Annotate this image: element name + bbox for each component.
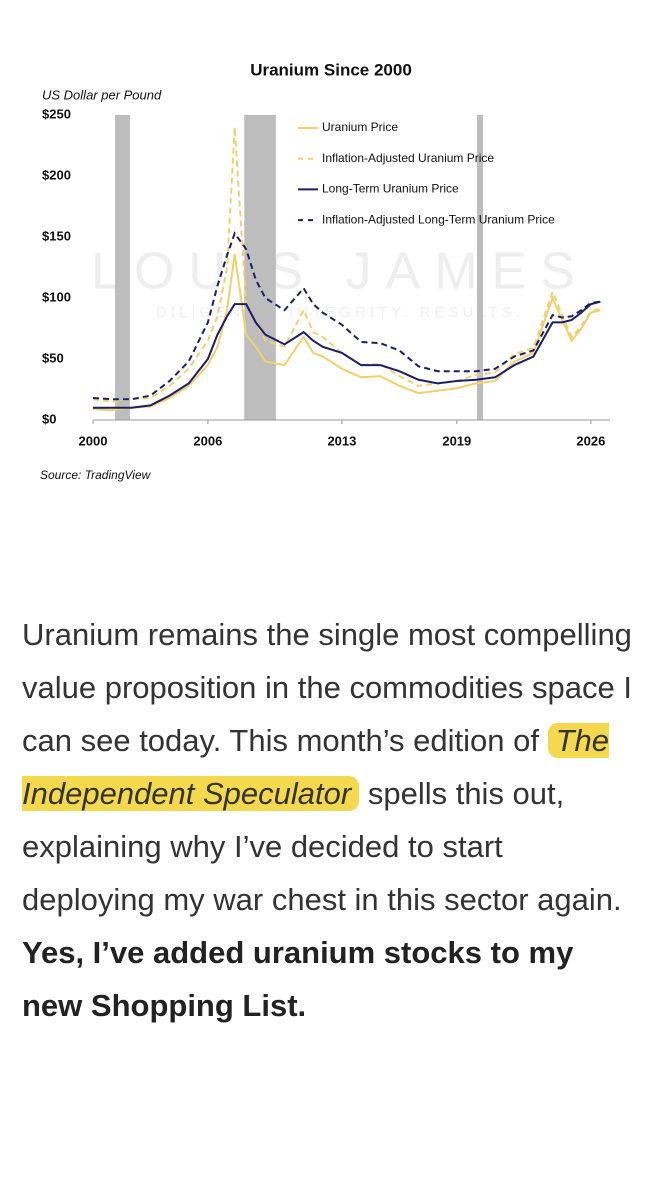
text: Uranium remains the single most compelli…: [22, 617, 632, 758]
series-line: [93, 300, 601, 409]
legend-label: Uranium Price: [322, 120, 398, 134]
watermark: LOUIS JAMES: [91, 243, 589, 301]
y-tick-label: $0: [42, 411, 56, 426]
y-tick-label: $150: [42, 228, 71, 243]
y-axis-label: US Dollar per Pound: [42, 87, 162, 102]
chart: Uranium Since 2000 US Dollar per Pound S…: [40, 60, 610, 482]
series-line: [92, 253, 601, 412]
article: Uranium remains the single most compelli…: [22, 608, 637, 1032]
bold-text: Yes, I’ve added uranium stocks to my new…: [22, 935, 574, 1023]
y-tick-label: $50: [42, 350, 64, 365]
y-tick-label: $200: [42, 167, 71, 182]
x-tick-label: 2000: [79, 433, 108, 448]
y-tick-label: $250: [42, 106, 71, 121]
chart-title: Uranium Since 2000: [250, 60, 412, 79]
x-tick-label: 2026: [576, 433, 605, 448]
legend-label: Inflation-Adjusted Long-Term Uranium Pri…: [322, 212, 555, 226]
series-line: [92, 127, 601, 403]
text: spells this out, explaining why I’ve dec…: [22, 776, 622, 917]
x-tick-label: 2013: [327, 433, 356, 448]
shaded-period: [115, 115, 130, 420]
shaded-period: [476, 115, 484, 420]
shaded-period: [244, 115, 276, 420]
y-tick-label: $100: [42, 289, 71, 304]
legend-label: Inflation-Adjusted Uranium Price: [322, 151, 494, 165]
legend-label: Long-Term Uranium Price: [322, 182, 459, 196]
x-tick-label: 2019: [442, 433, 471, 448]
source: Source: TradingView: [40, 468, 152, 482]
series-line: [92, 231, 601, 401]
x-tick-label: 2006: [193, 433, 222, 448]
